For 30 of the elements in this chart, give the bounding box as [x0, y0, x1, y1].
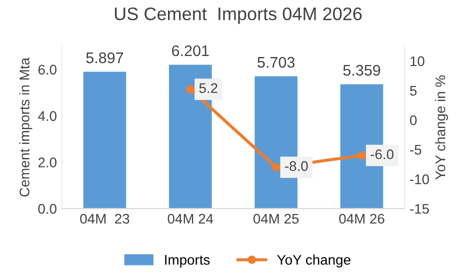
x-tick-label: 04M 24 [168, 214, 214, 224]
point [358, 151, 366, 160]
y2-tick-label: -5 [410, 145, 422, 155]
point [272, 163, 280, 172]
data-label: 5.359 [343, 64, 380, 76]
x-tick-label: 04M 23 [80, 214, 130, 224]
x-tick-label: 04M 25 [253, 214, 299, 224]
legend-label: YoY change [277, 254, 350, 268]
chart-title: US Cement Imports 04M 2026 [114, 7, 362, 24]
y-axis-title: Cement imports in Mta [19, 58, 32, 197]
data-label: 6.201 [172, 45, 209, 56]
y2-tick-label: 5 [410, 86, 417, 96]
point [186, 85, 195, 94]
x-tick-label: 04M 26 [339, 214, 384, 224]
legend-label: Imports [165, 255, 210, 268]
y2-tick-label: -10 [410, 174, 429, 184]
y2-tick-label: -15 [410, 204, 429, 214]
bar [83, 72, 126, 209]
data-label: -8.0 [285, 161, 308, 171]
y-tick-label: 6.0 [38, 64, 56, 75]
y2-tick-label: 0 [410, 115, 417, 126]
y2-axis-title: YoY change in % [435, 75, 448, 180]
data-label: 5.897 [86, 52, 124, 64]
y-tick-label: 4.0 [38, 111, 56, 121]
y-tick-label: 2.0 [38, 158, 56, 168]
data-label: -6.0 [370, 149, 394, 160]
data-label: 5.2 [199, 83, 218, 94]
y2-tick-label: 10 [410, 56, 424, 66]
data-label: 5.703 [258, 56, 295, 68]
y-tick-label: 0.0 [38, 204, 56, 214]
